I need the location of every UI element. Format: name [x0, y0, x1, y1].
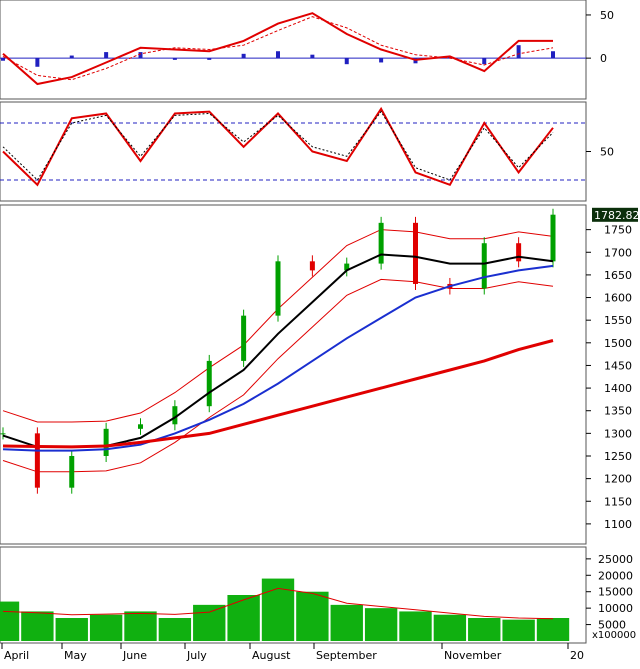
last-price-marker: 1782.820	[592, 207, 640, 222]
candle-body	[413, 222, 418, 284]
macd-panel	[0, 0, 587, 100]
volume-bar	[21, 611, 54, 641]
volume-tick-label: 5000	[598, 619, 626, 632]
price-panel	[0, 204, 587, 545]
macd-histogram-bar	[138, 52, 143, 59]
candle-body	[481, 243, 487, 289]
price-tick-label: 1750	[604, 224, 632, 237]
price-tick-label: 1650	[604, 269, 632, 282]
price-tick-label: 1350	[604, 405, 632, 418]
moving-average-line	[2, 264, 554, 452]
candle-body	[378, 222, 384, 264]
stoch-d-line	[2, 110, 554, 181]
price-tick-label: 1700	[604, 246, 632, 259]
price-tick-label: 1150	[604, 495, 632, 508]
x-tick-label: 20	[570, 649, 584, 662]
x-tick-label: June	[122, 649, 147, 662]
volume-bar	[433, 614, 467, 641]
price-tick-label: 1300	[604, 427, 632, 440]
candle-body	[550, 214, 556, 262]
volume-panel	[0, 546, 587, 644]
volume-bar	[330, 604, 363, 641]
macd-histogram-bar	[379, 58, 384, 63]
volume-bar	[536, 618, 570, 641]
x-tick-label: May	[64, 649, 87, 662]
volume-tick-label: 25000	[598, 553, 633, 566]
x-tick-label: July	[186, 649, 207, 662]
candle-body	[344, 263, 350, 271]
volume-ma-line	[2, 587, 554, 620]
candle-body	[172, 406, 178, 425]
volume-bar	[158, 618, 192, 641]
macd-histogram-bar	[1, 58, 5, 61]
candle-body	[0, 433, 6, 435]
macd-tick-label: 0	[600, 52, 607, 65]
candle-body	[206, 360, 212, 407]
volume-bar	[89, 614, 123, 641]
stoch-tick-label: 50	[600, 146, 614, 159]
price-tick-label: 1200	[604, 473, 632, 486]
volume-bar	[502, 619, 535, 641]
macd-histogram-bar	[551, 51, 555, 59]
x-tick-label: April	[4, 649, 29, 662]
price-tick-label: 1450	[604, 359, 632, 372]
axes: 50 0 50 1750 1700 1650 1600 1550 1500 1450 1400 135…	[1, 9, 636, 662]
macd-histogram-bar	[69, 55, 74, 59]
volume-multiplier-label: x100000	[592, 630, 636, 641]
price-tick-label: 1100	[604, 518, 632, 531]
price-tick-label: 1600	[604, 292, 632, 305]
macd-tick-label: 50	[600, 9, 614, 22]
macd-histogram-bar	[35, 58, 40, 67]
volume-bar	[124, 611, 157, 641]
macd-histogram-bar	[207, 58, 212, 60]
candle-body	[138, 424, 143, 429]
stoch-k-line	[2, 106, 554, 187]
macd-histogram-bar	[344, 58, 349, 65]
candle-body	[103, 428, 109, 456]
macd-line	[2, 12, 553, 86]
candle-body	[309, 261, 315, 271]
volume-tick-label: 10000	[598, 602, 633, 615]
volume-bar	[261, 578, 295, 641]
volume-bar	[0, 601, 20, 641]
macd-histogram-bar	[482, 58, 487, 65]
candle-body	[275, 261, 281, 316]
price-tick-label: 1550	[604, 314, 632, 327]
volume-tick-label: 20000	[598, 569, 633, 582]
macd-histogram-bar	[104, 52, 109, 59]
macd-histogram-bar	[516, 45, 521, 59]
candle-body	[241, 315, 247, 361]
volume-tick-label: 15000	[598, 586, 633, 599]
volume-bar	[364, 608, 398, 641]
moving-average-line	[2, 339, 554, 449]
price-tick-label: 1400	[604, 382, 632, 395]
last-price-label: 1782.820	[594, 209, 640, 222]
price-tick-label: 1250	[604, 450, 632, 463]
volume-bar	[193, 604, 226, 641]
price-tick-label: 1500	[604, 337, 632, 350]
candle-body	[34, 433, 40, 488]
volume-bar	[227, 595, 260, 641]
x-tick-label: August	[252, 649, 291, 662]
macd-histogram-bar	[276, 51, 280, 59]
x-tick-label: November	[444, 649, 502, 662]
bollinger-lower-band	[2, 278, 554, 473]
volume-bar	[55, 618, 88, 641]
volume-bar	[468, 618, 501, 641]
volume-bar	[399, 611, 432, 641]
volume-bar	[296, 591, 329, 641]
macd-histogram-bar	[310, 54, 315, 59]
macd-histogram-bar	[241, 53, 246, 59]
candle-body	[516, 243, 522, 262]
macd-histogram-bar	[172, 58, 177, 60]
candle-body	[69, 455, 75, 488]
x-tick-label: September	[316, 649, 377, 662]
macd-signal-line	[2, 16, 554, 81]
